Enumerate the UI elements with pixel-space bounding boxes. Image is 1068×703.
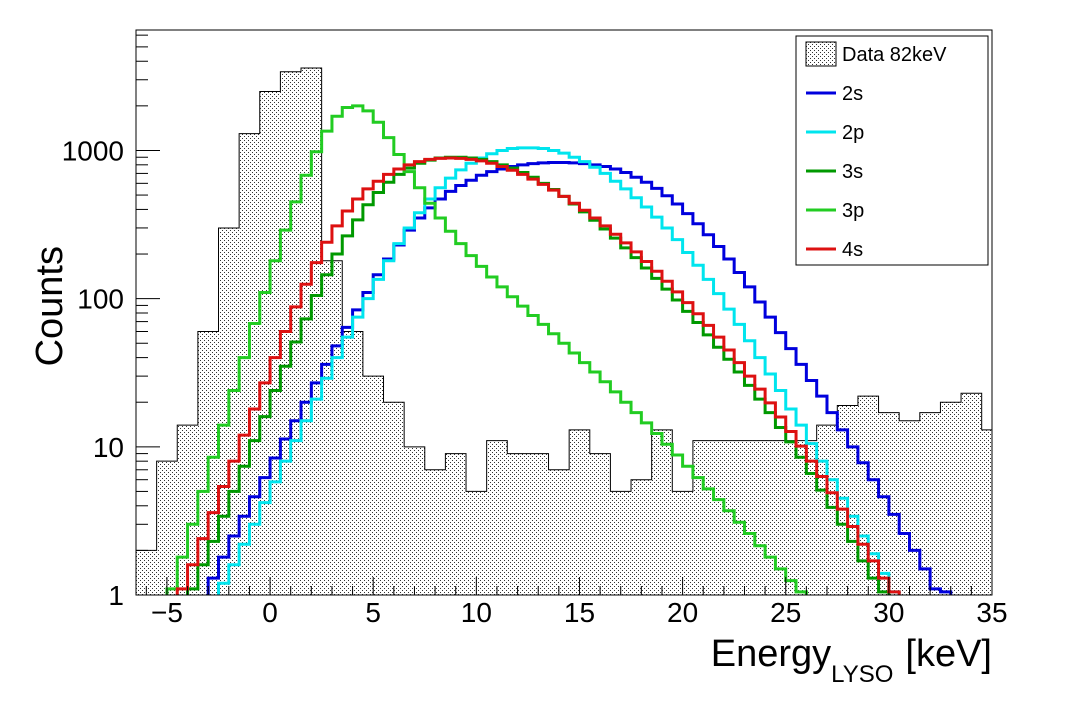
series-line-2p xyxy=(217,146,901,595)
x-tick-label: 0 xyxy=(262,597,278,628)
legend-box xyxy=(795,35,989,266)
x-tick-label: 25 xyxy=(770,597,801,628)
y-tick-label: 100 xyxy=(77,284,124,315)
y-tick-label: 1000 xyxy=(62,135,124,166)
x-tick-label: 5 xyxy=(365,597,381,628)
x-tick-label: 10 xyxy=(461,597,492,628)
plot-content xyxy=(136,67,992,595)
legend-label: Data 82keV xyxy=(842,44,947,66)
legend-swatch-data xyxy=(805,41,837,67)
y-ticks xyxy=(136,34,160,596)
y-tick-label: 10 xyxy=(93,432,124,463)
legend-label: 4s xyxy=(842,239,863,261)
legend-label: 3s xyxy=(842,161,863,183)
y-tick-label: 1 xyxy=(108,580,124,611)
x-tick-label: 30 xyxy=(873,597,904,628)
x-tick-label: 35 xyxy=(976,597,1007,628)
legend-label: 2p xyxy=(842,122,864,144)
x-tick-label: 20 xyxy=(667,597,698,628)
x-tick-label: 15 xyxy=(564,597,595,628)
legend: Data 82keV 2s 2p 3s 3p 4s xyxy=(795,35,989,266)
y-axis-title: Counts xyxy=(29,246,71,366)
legend-label: 3p xyxy=(842,200,864,222)
legend-label: 2s xyxy=(842,83,863,105)
series-line-3p xyxy=(165,104,808,595)
x-tick-label: −5 xyxy=(151,597,183,628)
data-histogram xyxy=(136,67,992,595)
series-line-4s xyxy=(175,156,901,595)
x-ticks xyxy=(145,577,993,595)
x-axis-title: EnergyLYSO [keV] xyxy=(711,633,992,688)
